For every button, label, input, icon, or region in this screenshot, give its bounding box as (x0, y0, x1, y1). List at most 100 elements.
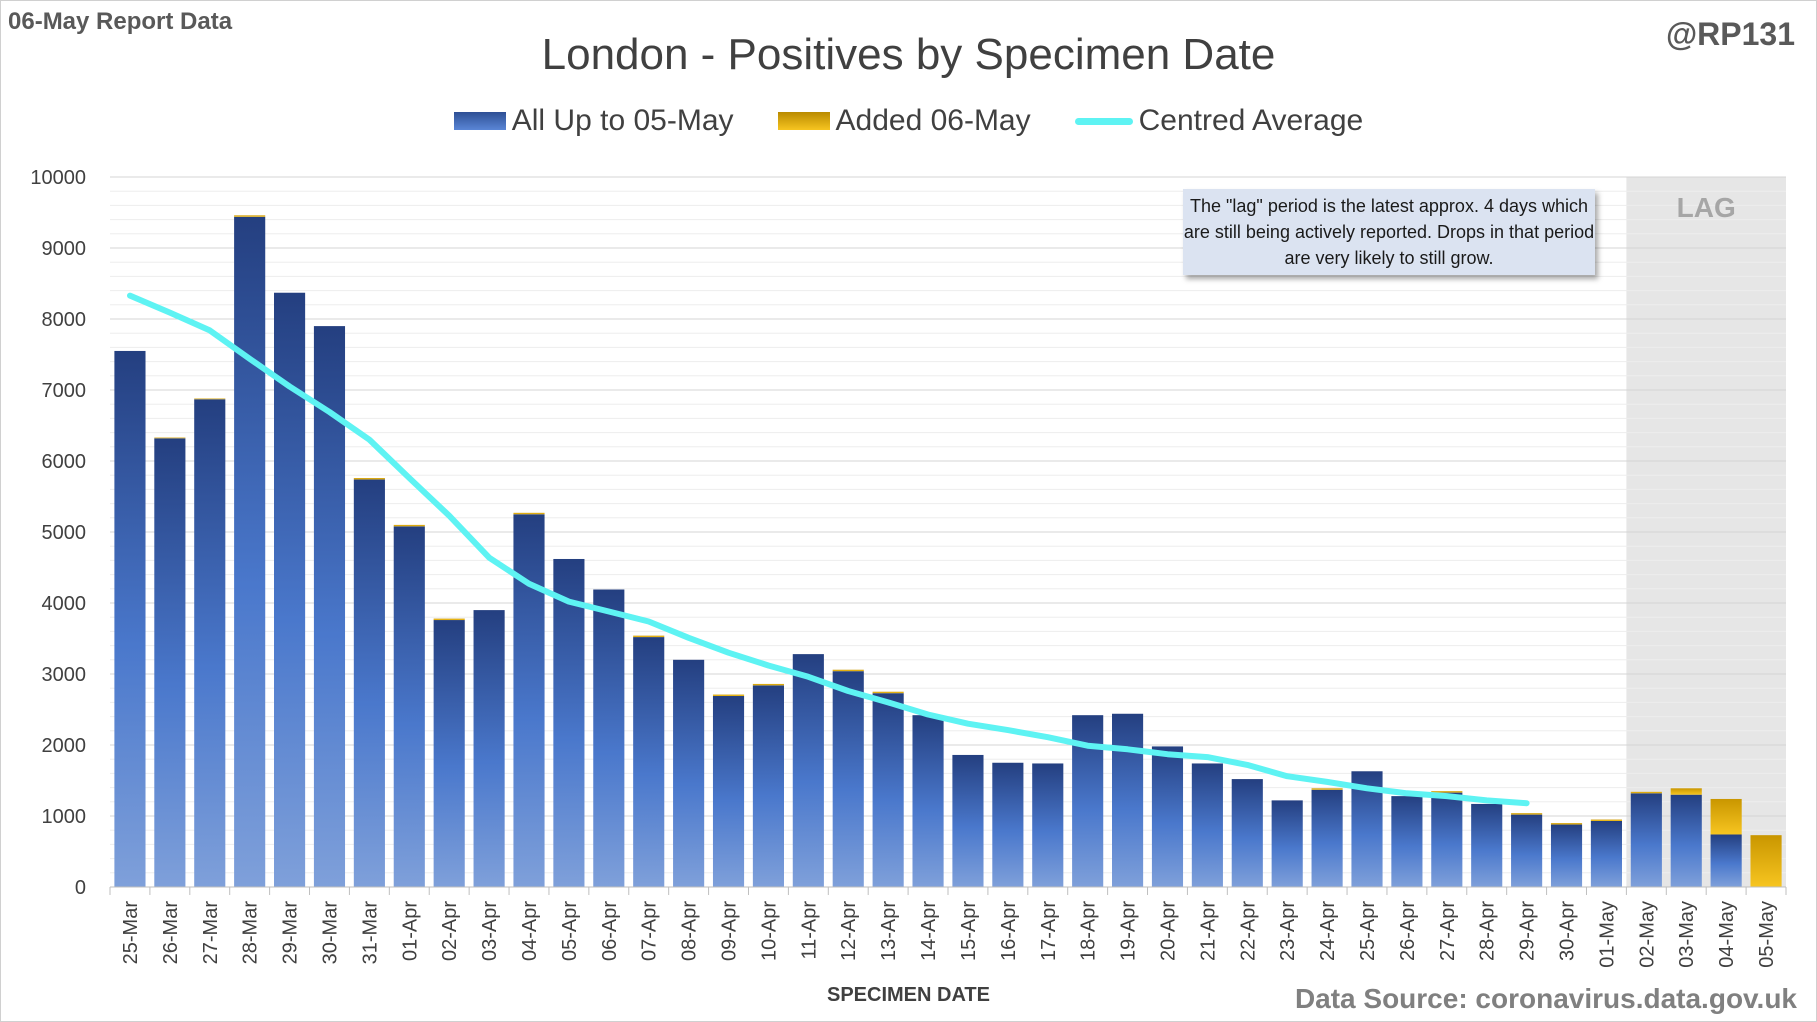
x-tick-label: 24-Apr (1317, 901, 1339, 961)
x-tick-label: 18-Apr (1078, 901, 1100, 961)
legend-item-added: Added 06-May (777, 104, 1031, 138)
x-tick-label: 04-May (1716, 901, 1738, 968)
bar-base-25-Mar (114, 350, 146, 887)
legend-swatch-average (1074, 117, 1133, 125)
bar-base-09-Apr (712, 696, 745, 887)
bar-base-02-May (1630, 793, 1662, 887)
x-tick-label: 01-Apr (399, 901, 421, 961)
bar-base-02-Apr (433, 620, 465, 887)
lag-annotation-box: The "lag" period is the latest approx. 4… (1183, 189, 1595, 275)
x-tick-label: 25-Mar (120, 901, 142, 965)
x-tick-label: 12-Apr (838, 901, 860, 961)
lag-label: LAG (1677, 192, 1736, 223)
centred-average-line (127, 292, 1530, 807)
bar-base-15-Apr (952, 754, 984, 887)
x-tick-label: 30-Mar (319, 901, 341, 965)
x-tick-label: 26-Mar (160, 901, 182, 965)
bars (114, 215, 1782, 888)
bar-base-23-Apr (1271, 800, 1303, 887)
bar-base-29-Apr (1511, 814, 1543, 887)
bar-base-05-Apr (553, 558, 585, 887)
x-tick-label: 23-Apr (1277, 901, 1299, 961)
y-tick-label: 4000 (42, 593, 87, 615)
x-tick-label: 03-May (1676, 901, 1698, 968)
x-tick-label: 27-Mar (200, 901, 222, 965)
bar-added-31-Mar (353, 478, 385, 480)
legend-label-added: Added 06-May (835, 104, 1031, 137)
x-tick-label: 30-Apr (1557, 901, 1579, 961)
x-tick-label: 31-Mar (359, 901, 381, 965)
x-tick-label: 13-Apr (878, 901, 900, 961)
bar-base-26-Mar (154, 438, 186, 887)
x-tick-label: 02-Apr (439, 901, 461, 961)
bar-added-26-Mar (154, 437, 186, 439)
y-tick-label: 2000 (42, 735, 87, 757)
x-tick-label: 06-Apr (599, 901, 621, 961)
y-tick-label: 5000 (42, 522, 87, 544)
bar-base-24-Apr (1311, 789, 1343, 887)
x-tick-label: 14-Apr (918, 901, 940, 961)
bar-base-16-Apr (992, 762, 1024, 887)
x-tick-label: 05-Apr (559, 901, 581, 961)
bar-base-06-Apr (593, 589, 625, 887)
bar-base-30-Apr (1550, 824, 1583, 887)
bar-added-29-Apr (1511, 813, 1543, 815)
bar-base-28-Apr (1471, 803, 1503, 887)
x-tick-label: 09-Apr (719, 901, 741, 961)
bar-base-03-Apr (473, 610, 505, 887)
x-tick-label: 25-Apr (1357, 901, 1379, 961)
bar-base-08-Apr (673, 659, 705, 887)
bar-base-03-May (1670, 794, 1702, 887)
bar-base-22-Apr (1231, 779, 1263, 887)
bar-added-01-Apr (393, 524, 425, 527)
x-tick-label: 17-Apr (1038, 901, 1060, 961)
chart-title: London - Positives by Specimen Date (541, 30, 1276, 79)
x-axis-ticks: 25-Mar 26-Mar 27-Mar 28-Mar 29-Mar 30-Mar 31-M… (109, 887, 1787, 968)
legend-item-average: Centred Average (1074, 104, 1363, 138)
bar-added-02-Apr (433, 618, 465, 621)
x-tick-label: 20-Apr (1157, 901, 1179, 961)
x-tick-label: 07-Apr (639, 901, 661, 961)
bar-base-21-Apr (1191, 763, 1223, 887)
bar-added-05-May (1750, 835, 1782, 887)
y-tick-label: 6000 (42, 451, 87, 473)
legend: All Up to 05-May Added 06-May Centred Av… (0, 104, 1817, 138)
bar-base-01-May (1590, 820, 1622, 887)
y-tick-label: 0 (75, 877, 86, 899)
bar-added-12-Apr (832, 669, 864, 672)
bar-added-07-Apr (633, 635, 665, 638)
bar-base-01-Apr (393, 526, 425, 887)
x-tick-label: 26-Apr (1397, 901, 1419, 961)
x-axis-title: SPECIMEN DATE (827, 984, 990, 1006)
x-tick-label: 27-Apr (1437, 901, 1459, 961)
bar-added-30-Apr (1550, 823, 1583, 825)
bar-base-19-Apr (1112, 713, 1144, 887)
x-tick-label: 05-May (1756, 901, 1778, 968)
bar-base-27-Apr (1431, 792, 1463, 887)
author-handle: @RP131 (1665, 16, 1795, 52)
y-tick-label: 3000 (42, 664, 87, 686)
bar-base-07-Apr (633, 637, 665, 887)
x-tick-label: 11-Apr (798, 901, 820, 960)
x-tick-label: 29-Apr (1517, 901, 1539, 961)
bar-base-14-Apr (912, 715, 944, 887)
x-tick-label: 08-Apr (679, 901, 701, 961)
bar-added-28-Mar (234, 215, 266, 217)
bar-added-27-Mar (194, 398, 226, 400)
y-tick-label: 9000 (42, 238, 87, 260)
y-tick-label: 10000 (30, 167, 86, 189)
bar-base-04-Apr (513, 514, 545, 887)
y-axis-ticks: 0 1000 2000 3000 4000 5000 6000 7000 8000 9000 100… (30, 167, 86, 899)
x-tick-label: 04-Apr (519, 901, 541, 961)
report-date-label: 06-May Report Data (8, 8, 233, 35)
y-tick-label: 8000 (42, 309, 87, 331)
bar-base-28-Mar (234, 216, 266, 887)
data-source: Data Source: coronavirus.data.gov.uk (1294, 983, 1797, 1014)
x-tick-label: 28-Apr (1477, 901, 1499, 961)
bar-added-24-Apr (1311, 788, 1343, 790)
x-tick-label: 28-Mar (240, 901, 262, 965)
y-tick-label: 1000 (42, 806, 87, 828)
bar-added-02-May (1630, 791, 1662, 794)
bar-added-04-May (1710, 798, 1742, 835)
